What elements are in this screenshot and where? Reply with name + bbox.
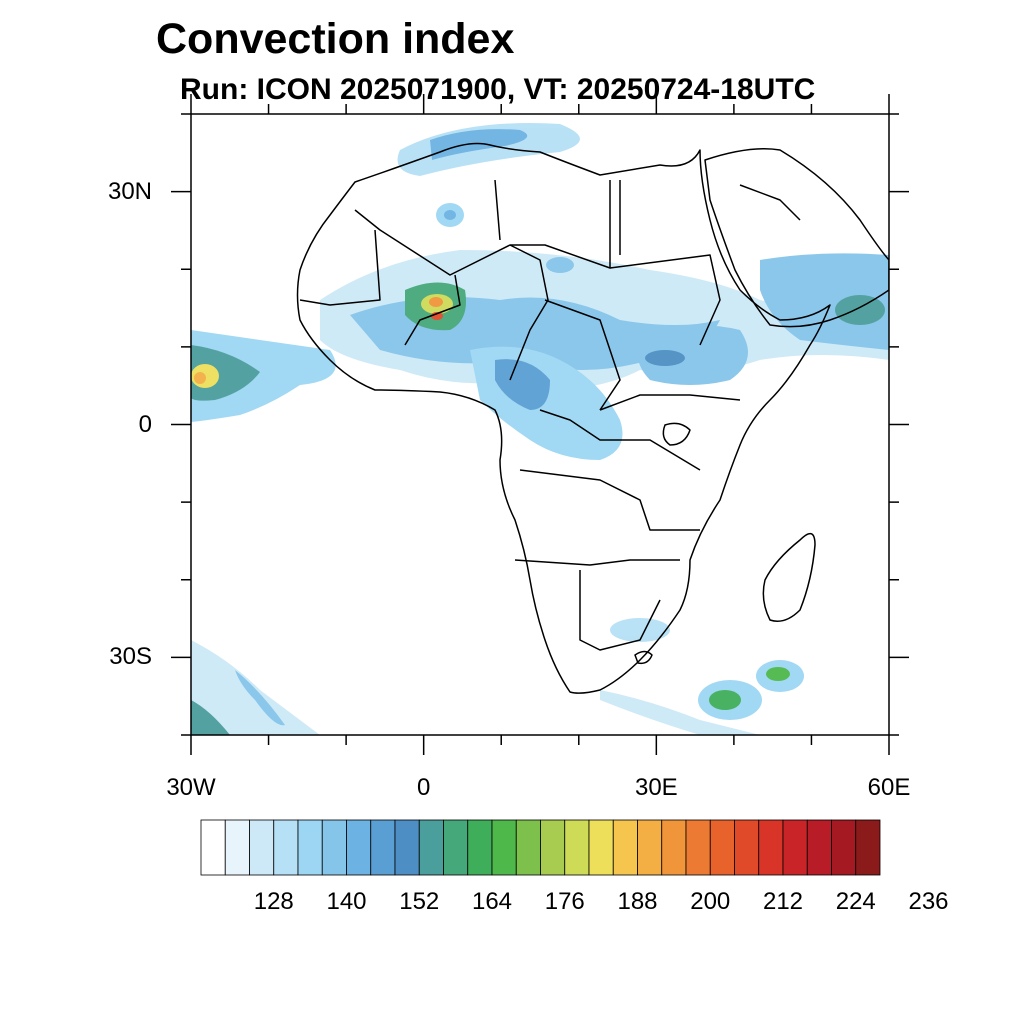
shade-atlantic-max2 [194, 372, 206, 384]
colorbar-label: 188 [617, 888, 658, 915]
shade-ethiopia-core [645, 350, 685, 366]
colorbar-swatch [321, 819, 347, 876]
colorbar-swatch [709, 819, 735, 876]
colorbar-swatch [758, 819, 784, 876]
map-title: Convection index [156, 15, 515, 63]
lat-tick-label: 30N [107, 177, 152, 205]
colorbar-label: 128 [253, 888, 294, 915]
shade-southern-africa [610, 618, 670, 642]
lon-tick-label: 60E [867, 774, 911, 801]
colorbar-label: 236 [908, 888, 949, 915]
lat-tick-label: 30S [109, 643, 152, 671]
colorbar-label: 164 [471, 888, 513, 915]
colorbar-swatch [394, 819, 420, 876]
shade-southwest [191, 640, 320, 735]
madagascar [762, 532, 816, 622]
shade-atlantic-west [191, 330, 336, 422]
border-5 [544, 299, 621, 411]
colorbar-label: 140 [326, 888, 367, 915]
border-12 [494, 179, 501, 241]
colorbar-swatch [685, 819, 711, 876]
colorbar-swatch [467, 819, 493, 876]
shade-central-core [495, 359, 550, 410]
shade-southwest-streak [235, 670, 285, 726]
colorbar-label: 224 [835, 888, 876, 915]
border-7 [599, 394, 741, 411]
colorbar-swatch [540, 819, 566, 876]
colorbar-swatch [734, 819, 760, 876]
colorbar-swatch [491, 819, 517, 876]
border-9 [519, 469, 700, 531]
shade-ethiopia [636, 325, 748, 385]
colorbar-label: 176 [544, 888, 585, 915]
shade-arabian-sea [760, 253, 889, 350]
colorbar-swatch [224, 819, 250, 876]
colorbar-swatch [297, 819, 323, 876]
lon-tick-label: 30W [166, 774, 216, 801]
colorbar-swatch [249, 819, 275, 876]
colorbar-swatch [346, 819, 372, 876]
colorbar-label: 200 [690, 888, 731, 915]
colorbar-swatch [661, 819, 687, 876]
colorbar-swatch [831, 819, 857, 876]
shade-sahara-cell-core [444, 210, 456, 220]
shade-west-africa-orange [429, 297, 443, 307]
shade-southwest-core [191, 700, 230, 735]
border-10 [514, 559, 680, 566]
border-11 [579, 570, 661, 651]
border-2 [299, 229, 381, 306]
colorbar-swatch [637, 819, 663, 876]
shade-sa-coast [600, 690, 760, 735]
axis-ticks [171, 94, 909, 755]
colorbar-swatch [855, 819, 881, 876]
colorbar-swatch [806, 819, 832, 876]
lake-victoria [662, 422, 691, 446]
coastlines-borders [296, 142, 889, 694]
colorbar-label: 212 [762, 888, 804, 915]
colorbar-swatch [273, 819, 299, 876]
arabian-peninsula [704, 148, 889, 328]
colorbar-swatch [515, 819, 541, 876]
lat-tick-label: 0 [138, 410, 152, 438]
colorbar-label: 152 [399, 888, 440, 915]
lesotho [634, 650, 653, 665]
border-8 [539, 409, 701, 471]
colorbar-swatch [443, 819, 469, 876]
colorbar-swatch [200, 819, 226, 876]
colorbar-swatch [418, 819, 444, 876]
colorbar-swatch [612, 819, 638, 876]
colorbar-swatch [782, 819, 808, 876]
colorbar-swatch [588, 819, 614, 876]
shade-mediterranean-core [430, 129, 528, 160]
shade-sahara-cell2 [546, 257, 574, 273]
border-6 [609, 254, 721, 346]
shade-south-indian-core [709, 690, 741, 710]
lon-tick-label: 30E [634, 774, 678, 801]
shade-arabian-core [835, 295, 885, 325]
colorbar-swatch [370, 819, 396, 876]
shade-madagascar-se-core [766, 667, 790, 681]
colorbar-swatch [564, 819, 590, 876]
africa-coastline [296, 142, 831, 694]
colorbar [200, 819, 881, 876]
border-3 [404, 274, 461, 346]
convection-shading [191, 123, 889, 735]
map-subtitle: Run: ICON 2025071900, VT: 20250724-18UTC [180, 73, 816, 106]
border-4 [509, 244, 549, 381]
border-14 [739, 184, 801, 221]
lon-tick-label: 0 [416, 774, 431, 801]
